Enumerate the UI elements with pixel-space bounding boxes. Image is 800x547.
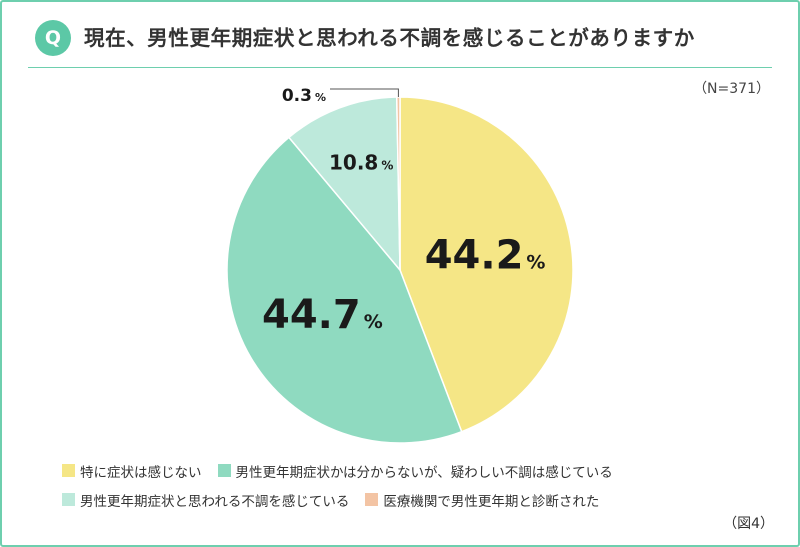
legend-label: 特に症状は感じない [80,464,202,481]
legend-item: 男性更年期症状かは分からないが、疑わしい不調は感じている [217,461,613,481]
slice-value-label: 10.8% [329,151,393,175]
legend-label: 医療機関で男性更年期と診断された [383,493,600,510]
slice-value-label: 44.7% [262,292,383,338]
sample-size-label: （N=371） [693,81,770,97]
slice-value-unit: % [364,311,383,333]
slice-value-number: 0.3 [282,86,312,106]
legend-row-2: 男性更年期症状と思われる不調を感じている 医療機関で男性更年期と診断された [62,485,762,514]
page-title: 現在、男性更年期症状と思われる不調を感じることがありますか [84,26,695,50]
slice-value-unit: % [526,252,545,274]
figure-label: （図4） [723,516,774,532]
slice-value-label: 44.2% [425,233,546,279]
pie-slice [395,96,401,271]
slice-leader-line [330,88,399,97]
legend-label: 男性更年期症状と思われる不調を感じている [80,493,350,510]
legend-swatch [365,493,379,506]
question-badge: Q [35,20,71,56]
slice-value-unit: % [315,91,326,104]
legend-item: 医療機関で男性更年期と診断された [365,490,599,510]
slice-value-number: 44.2 [425,233,524,279]
legend-swatch [62,464,75,477]
slice-value-unit: % [381,159,393,173]
chart-legend: 特に症状は感じない 男性更年期症状かは分からないが、疑わしい不調は感じている 男… [62,456,762,514]
title-divider [28,67,772,68]
legend-label: 男性更年期症状かは分からないが、疑わしい不調は感じている [235,464,613,481]
legend-swatch [62,493,75,506]
legend-row-1: 特に症状は感じない 男性更年期症状かは分からないが、疑わしい不調は感じている [62,456,762,485]
slice-value-number: 10.8 [329,151,378,175]
pie-slice [399,96,574,433]
slice-value-number: 44.7 [262,292,361,338]
legend-item: 男性更年期症状と思われる不調を感じている [62,490,349,510]
legend-item: 特に症状は感じない [62,461,202,481]
legend-swatch [217,464,231,477]
pie-slice [287,96,401,273]
pie-slice [226,136,463,444]
slice-value-label: 0.3% [282,86,326,106]
